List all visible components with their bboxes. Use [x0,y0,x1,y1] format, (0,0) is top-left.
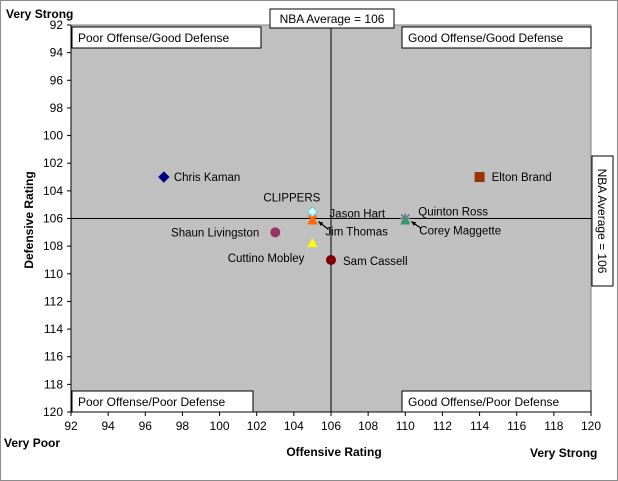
x-tick-label: 112 [433,419,452,433]
x-tick-label: 110 [396,419,415,433]
y-tick-label: 116 [44,350,63,364]
point-label-corey-maggette: Corey Maggette [419,226,501,238]
quadrant-box-top-left [71,26,262,49]
point-label-chris-kaman: Chris Kaman [174,172,240,184]
point-label-shaun-livingston: Shaun Livingston [171,227,259,239]
point-corey-maggette [400,215,411,225]
corner-label-top-left: Very Strong [6,7,73,21]
quadrant-box-top-right [401,26,592,49]
x-tick-label: 100 [210,419,230,433]
corner-label-bottom-left: Very Poor [4,436,60,450]
point-label-clippers: CLIPPERS [263,193,320,205]
corner-label-bottom-right: Very Strong [530,446,597,460]
y-tick-label: 120 [43,405,63,419]
y-tick-label: 98 [50,101,64,115]
point-jim-thomas [307,215,318,225]
y-tick-label: 100 [43,129,63,143]
point-label-cuttino-mobley: Cuttino Mobley [228,253,305,265]
point-cuttino-mobley [307,238,318,248]
x-reference-label-box [269,8,395,29]
x-tick-label: 108 [358,419,378,433]
x-tick-label: 94 [101,419,115,433]
quadrant-label-top-left: Poor Offense/Good Defense [78,31,230,45]
x-tick-label: 114 [470,419,489,433]
quadrant-label-bottom-left: Poor Offense/Poor Defense [78,395,226,409]
y-axis-title: Defensive Rating [22,171,36,268]
x-tick-label: 102 [247,419,267,433]
x-tick-label: 120 [581,419,601,433]
y-tick-label: 114 [44,322,63,336]
point-elton-brand [474,172,485,183]
y-tick-label: 92 [50,18,64,32]
x-reference-label: NBA Average = 106 [280,12,385,26]
y-tick-label: 108 [43,239,63,253]
y-tick-label: 106 [43,212,63,226]
point-label-elton-brand: Elton Brand [492,172,552,184]
leader-arrow-corey-maggette-head [411,221,417,226]
point-label-quinton-ross: Quinton Ross [418,207,488,219]
y-reference-label-box [591,155,614,287]
x-tick-label: 118 [544,419,563,433]
y-tick-label: 110 [44,267,63,281]
point-shaun-livingston [270,227,281,238]
y-tick-label: 104 [43,184,63,198]
x-tick-label: 106 [321,419,341,433]
point-label-sam-cassell: Sam Cassell [343,256,408,268]
quadrant-label-bottom-right: Good Offense/Poor Defense [408,395,560,409]
y-tick-label: 94 [50,46,64,60]
x-axis-title: Offensive Rating [286,445,381,459]
point-sam-cassell [326,254,336,265]
quadrant-box-bottom-right [401,390,592,413]
y-tick-label: 102 [43,156,63,170]
x-tick-label: 104 [284,419,304,433]
leader-arrow-jim-thomas-head [318,221,324,227]
x-tick-label: 96 [139,419,153,433]
point-label-jim-thomas: Jim Thomas [325,227,388,239]
x-tick-label: 116 [507,419,526,433]
point-chris-kaman [158,171,170,183]
quadrant-label-top-right: Good Offense/Good Defense [408,31,564,45]
y-tick-label: 96 [50,73,64,87]
y-tick-label: 112 [44,294,63,308]
point-label-jason-hart: Jason Hart [329,209,385,221]
quadrant-box-bottom-left [71,390,254,413]
y-reference-label: NBA Average = 106 [595,169,609,274]
y-tick-label: 118 [44,377,63,391]
x-tick-label: 98 [176,419,190,433]
x-tick-label: 92 [64,419,78,433]
